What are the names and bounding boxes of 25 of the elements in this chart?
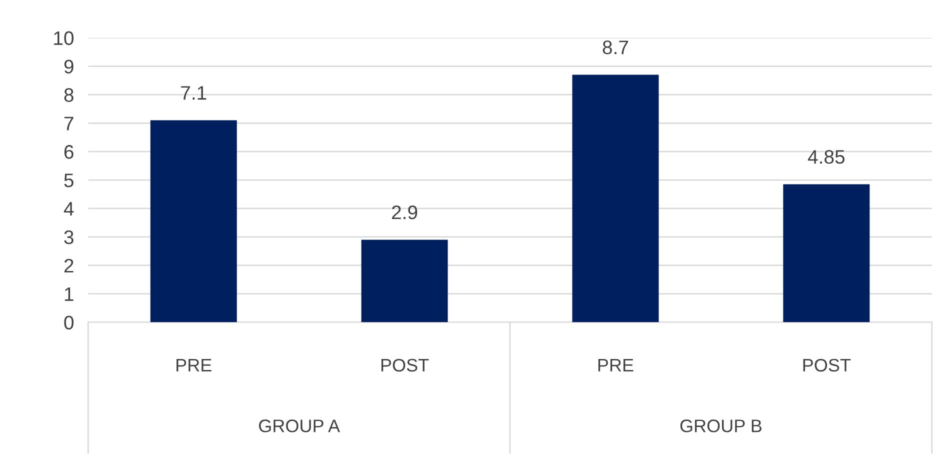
data-label: 2.9 <box>392 205 418 220</box>
y-tick-label: 9 <box>64 60 74 74</box>
bar <box>361 240 448 322</box>
text: GROUP B <box>680 420 762 432</box>
data-label: 7.1 <box>181 86 206 100</box>
x-tick-label: PRE <box>176 359 212 372</box>
bar <box>150 120 237 322</box>
y-tick-label: 7 <box>64 116 74 130</box>
x-tick-label: POST <box>381 358 429 372</box>
bar <box>783 184 870 322</box>
y-tick-label: 3 <box>64 230 74 244</box>
y-tick-label: 4 <box>64 202 74 216</box>
text: GROUP A <box>259 420 340 432</box>
data-label: 4.85 <box>808 150 845 164</box>
data-label: 8.7 <box>602 40 628 54</box>
x-tick-label: PRE <box>598 359 634 372</box>
y-tick-label: 6 <box>64 145 74 159</box>
y-tick-label: 1 <box>64 287 74 301</box>
x-tick-label: POST <box>803 358 851 372</box>
y-tick-label: 0 <box>64 316 74 330</box>
y-tick-label: 8 <box>64 88 74 102</box>
y-tick-label: 5 <box>64 174 74 188</box>
bar <box>572 74 659 322</box>
y-tick-label: 2 <box>64 258 74 272</box>
y-tick-label: 10 <box>54 31 74 46</box>
